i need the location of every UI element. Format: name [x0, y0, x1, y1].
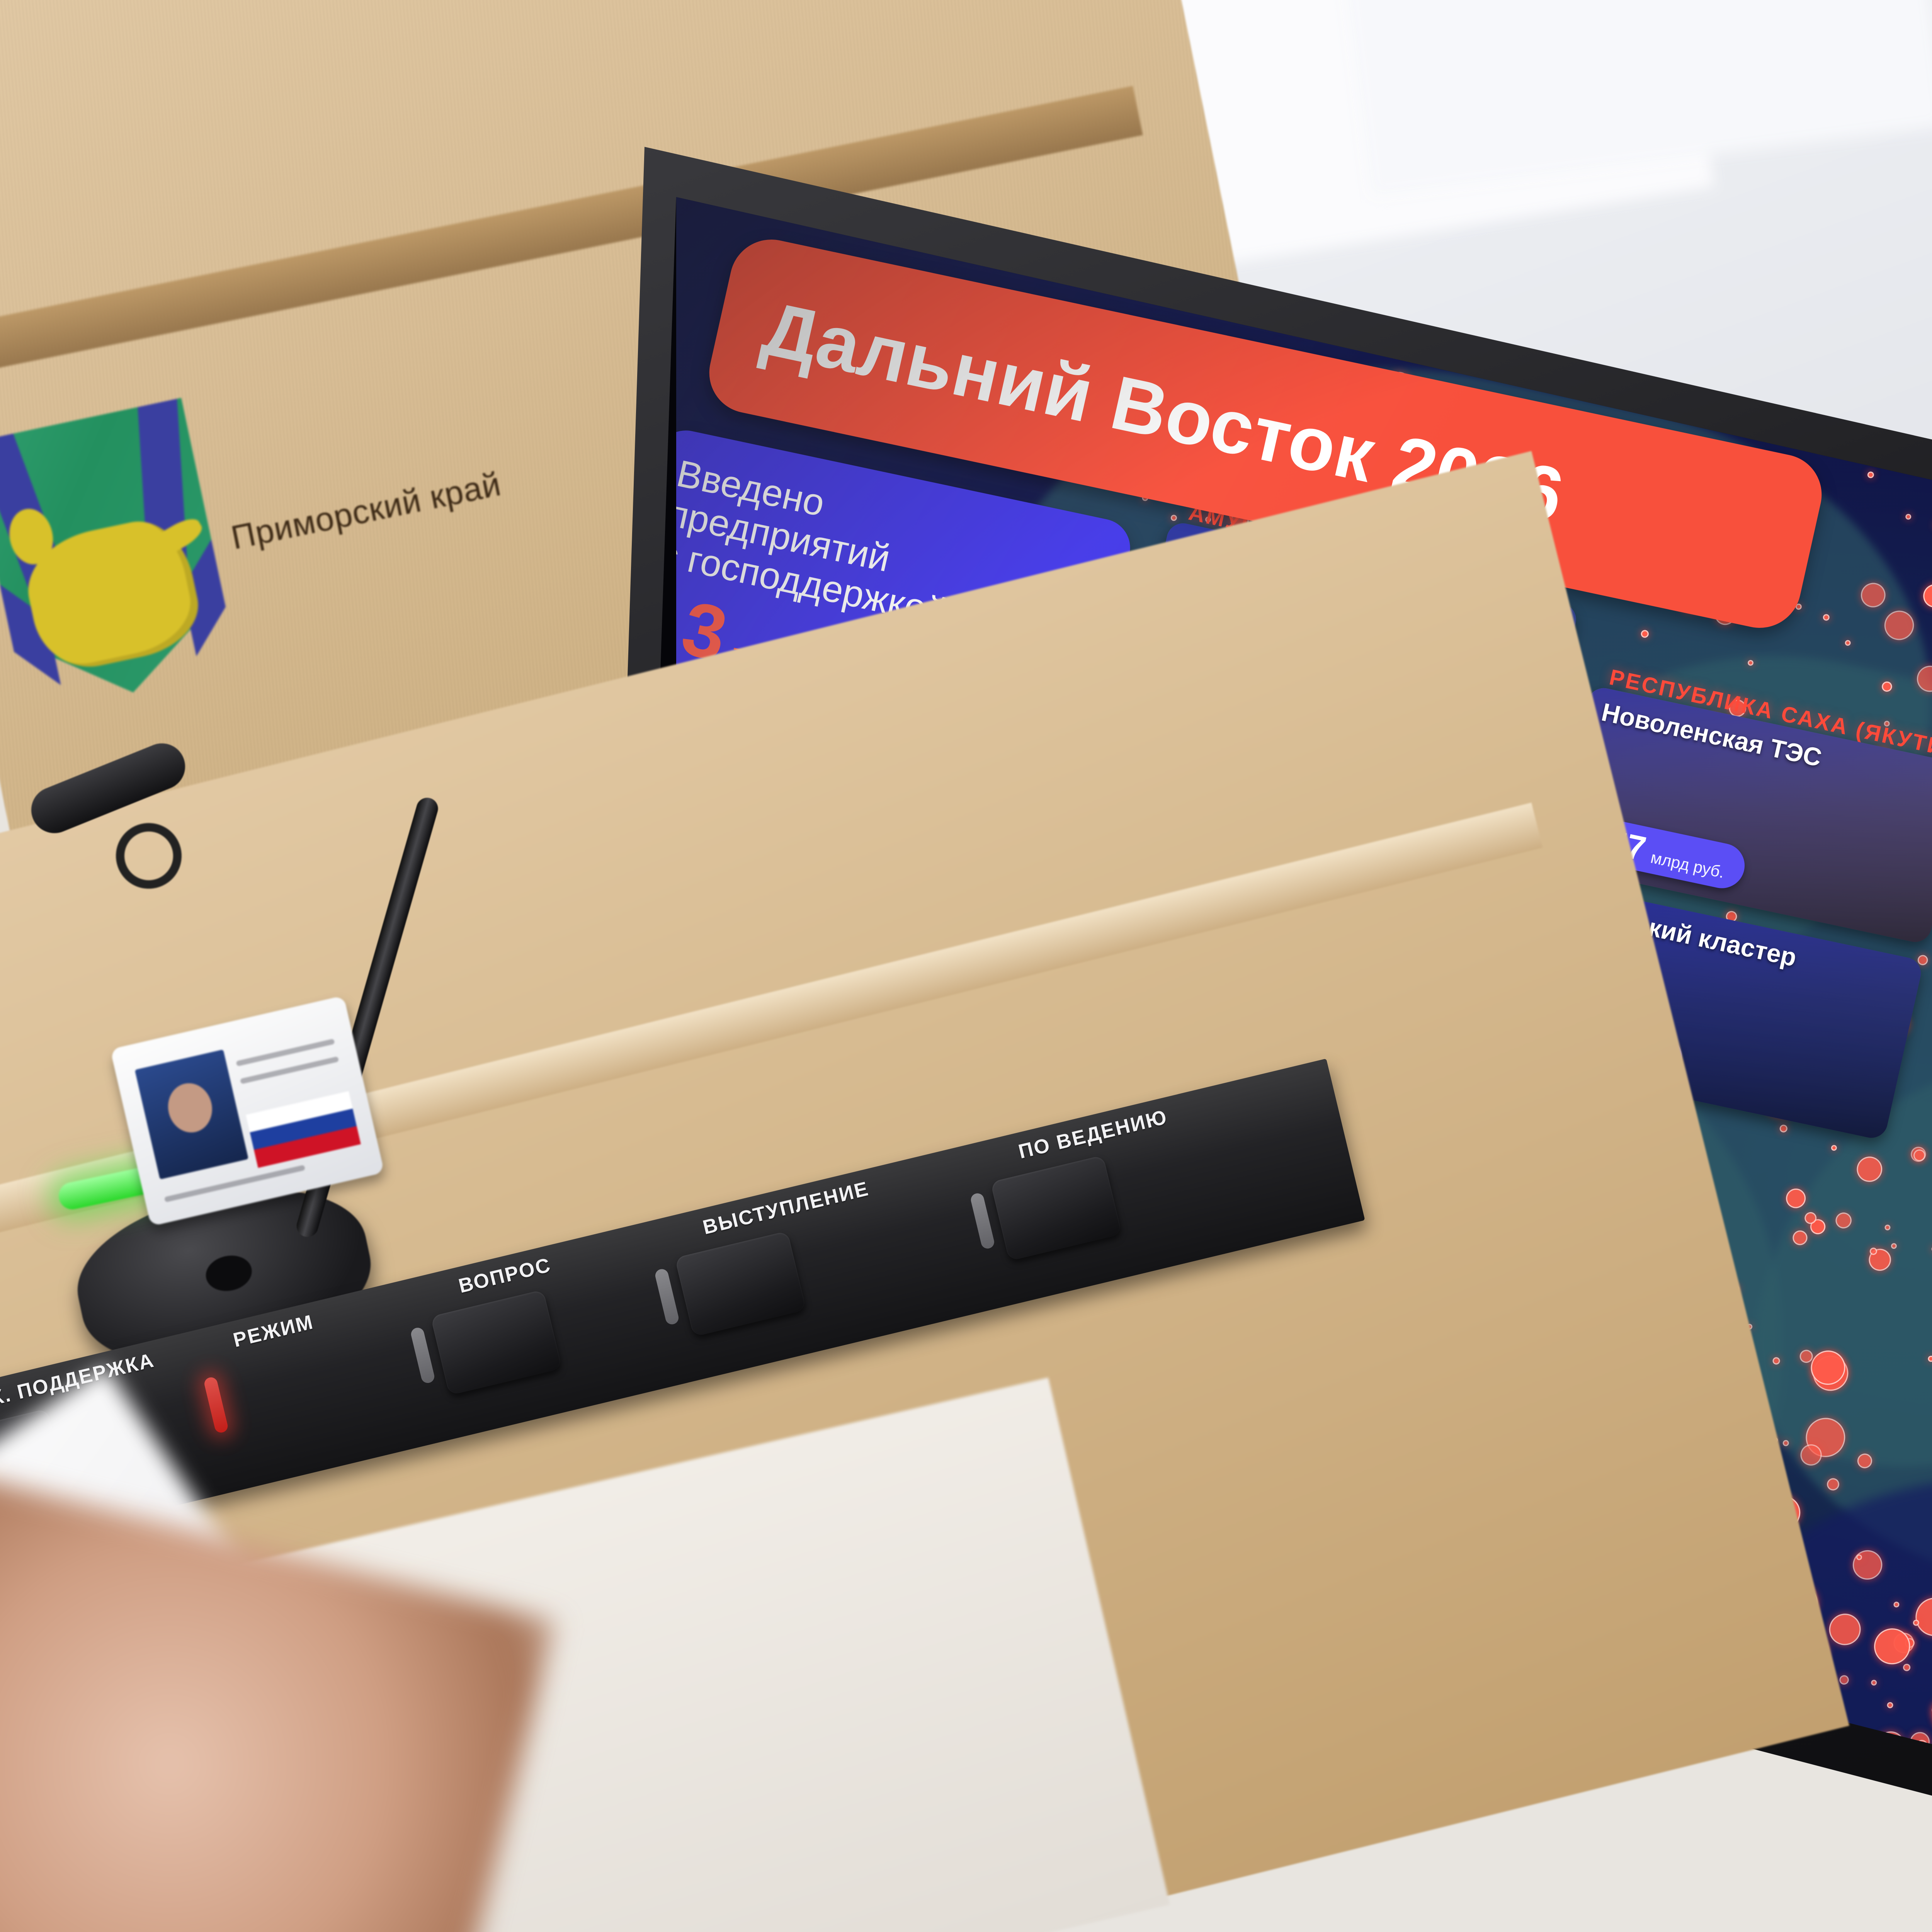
project-card-baikal-city[interactable]: ТРК«Байкал Сити» 20млрд руб.	[1567, 1844, 1932, 1932]
russian-flag-icon	[246, 1091, 361, 1168]
badge-photo	[134, 1049, 249, 1180]
button-question[interactable]	[430, 1289, 562, 1396]
led-speech	[654, 1267, 680, 1326]
button-point-of-order[interactable]	[990, 1155, 1122, 1261]
led-point-of-order	[969, 1192, 996, 1250]
led-question	[410, 1326, 436, 1384]
project-name: ТРК «Байкал Сити»	[1611, 1857, 1801, 1932]
project-value: 254	[1397, 1846, 1462, 1896]
led-mode-active	[203, 1376, 229, 1434]
project-unit: млрд руб.	[1461, 1876, 1539, 1910]
button-speech[interactable]	[675, 1231, 806, 1337]
